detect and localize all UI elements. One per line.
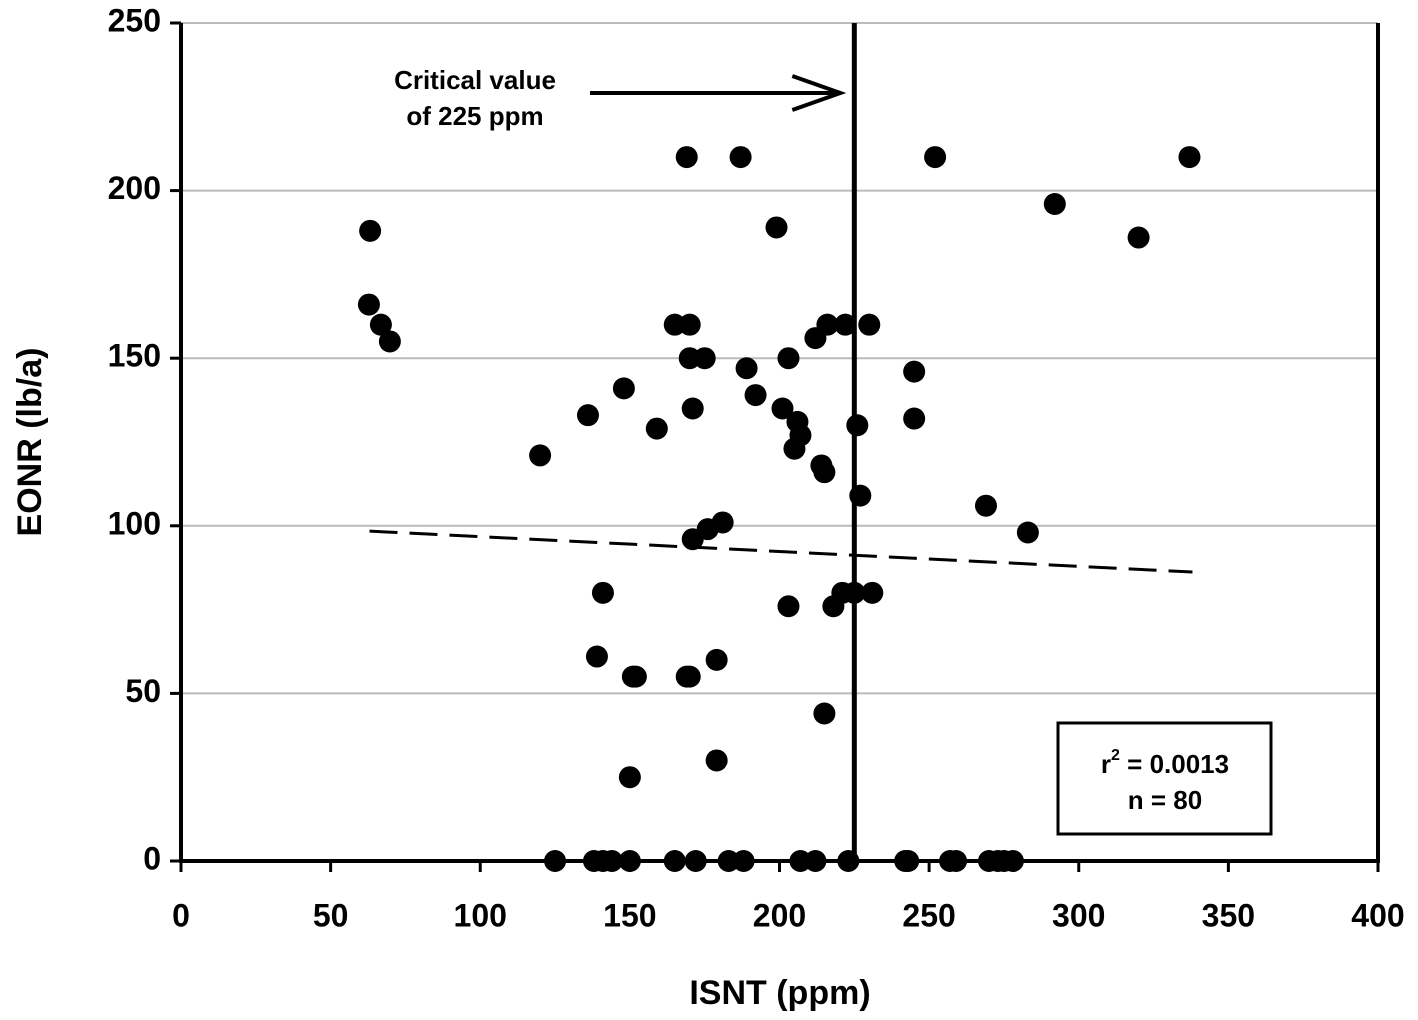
x-tick-label: 150 <box>603 897 656 933</box>
point <box>858 313 881 336</box>
point <box>675 146 698 169</box>
y-tick-label: 100 <box>108 505 161 541</box>
point <box>618 766 641 789</box>
point <box>529 444 552 467</box>
y-tick-label: 250 <box>108 2 161 38</box>
point <box>843 581 866 604</box>
point <box>771 397 794 420</box>
axes <box>179 23 1380 863</box>
point <box>612 377 635 400</box>
x-tick-label: 200 <box>753 897 806 933</box>
point <box>357 293 380 316</box>
n-count: n = 80 <box>1128 785 1202 815</box>
x-tick-label: 50 <box>313 897 349 933</box>
x-tick-label: 300 <box>1052 897 1105 933</box>
point <box>861 581 884 604</box>
point <box>359 219 382 242</box>
point <box>678 665 701 688</box>
point <box>600 850 623 872</box>
point <box>711 511 734 534</box>
y-axis-label: EONR (lb/a) <box>11 348 49 537</box>
point <box>378 330 401 353</box>
stats-box <box>1056 721 1273 836</box>
point <box>765 216 788 239</box>
point <box>591 581 614 604</box>
point <box>813 461 836 484</box>
point <box>1001 850 1024 872</box>
point <box>735 357 758 380</box>
y-tick-label: 200 <box>108 170 161 206</box>
point <box>816 313 839 336</box>
point <box>678 313 701 336</box>
y-tick-label: 50 <box>125 673 161 709</box>
r-text: r <box>1101 749 1111 779</box>
r-value: = 0.0013 <box>1120 749 1229 779</box>
x-tick-label: 350 <box>1202 897 1255 933</box>
point <box>705 749 728 772</box>
x-tick-label: 0 <box>172 897 190 933</box>
point <box>1043 193 1066 216</box>
point <box>744 384 767 407</box>
point <box>834 313 857 336</box>
trendline <box>369 529 1193 574</box>
r-squared: r2 = 0.0013 <box>1101 747 1229 779</box>
point <box>1178 146 1201 169</box>
x-tick-label: 100 <box>454 897 507 933</box>
point <box>705 648 728 671</box>
point <box>837 850 860 872</box>
point <box>693 347 716 370</box>
point <box>369 313 392 336</box>
y-tick-label: 150 <box>108 338 161 374</box>
point <box>576 404 599 427</box>
annotation: Critical value <box>394 65 556 95</box>
point <box>732 850 755 872</box>
point <box>846 414 869 437</box>
point <box>1127 226 1150 249</box>
point <box>663 850 686 872</box>
point <box>585 645 608 668</box>
point <box>618 850 641 872</box>
point <box>684 850 707 872</box>
point <box>624 665 647 688</box>
x-tick-label: 400 <box>1351 897 1404 933</box>
point <box>903 360 926 383</box>
point <box>924 146 947 169</box>
point <box>903 407 926 430</box>
y-tick-label: 0 <box>143 840 161 876</box>
point <box>849 484 872 507</box>
point <box>813 702 836 725</box>
point <box>804 850 827 872</box>
r-sup: 2 <box>1111 747 1120 764</box>
point <box>1016 521 1039 544</box>
point <box>544 850 567 872</box>
point <box>681 397 704 420</box>
x-tick-label: 250 <box>902 897 955 933</box>
point <box>945 850 968 872</box>
point <box>777 595 800 618</box>
x-axis-label: ISNT (ppm) <box>689 974 870 1012</box>
annotation: of 225 ppm <box>406 101 543 131</box>
point <box>729 146 752 169</box>
point <box>897 850 920 872</box>
point <box>974 494 997 517</box>
arrow <box>590 74 847 112</box>
point <box>777 347 800 370</box>
point <box>783 437 806 460</box>
point <box>645 417 668 440</box>
